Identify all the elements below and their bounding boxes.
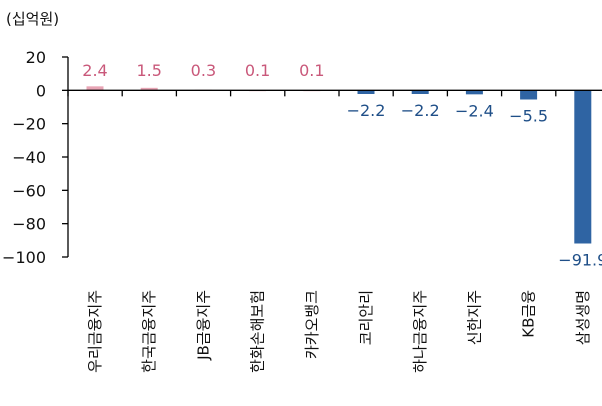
y-axis: 20 0 −20 −40 −60 −80 −100 bbox=[2, 48, 69, 267]
category-label: 우리금융지주 bbox=[86, 290, 104, 373]
value-label: 0.3 bbox=[191, 61, 216, 80]
value-label: 1.5 bbox=[136, 61, 161, 80]
bar bbox=[411, 90, 429, 94]
category-label: 한국금융지주 bbox=[140, 290, 158, 373]
value-label: 2.4 bbox=[82, 61, 107, 80]
value-label: −5.5 bbox=[509, 107, 548, 126]
category-label: 신한지주 bbox=[465, 290, 483, 345]
unit-label: (십억원) bbox=[6, 10, 60, 28]
value-labels: 2.4 1.5 0.3 0.1 0.1 −2.2 −2.2 −2.4 −5.5 −91.9 bbox=[82, 61, 602, 270]
value-label: 0.1 bbox=[299, 61, 324, 80]
value-label: −91.9 bbox=[558, 251, 602, 270]
category-label: 카카오뱅크 bbox=[303, 290, 321, 359]
category-label: 하나금융지주 bbox=[411, 290, 429, 373]
category-label: KB금융 bbox=[520, 290, 538, 338]
y-tick-label: 0 bbox=[36, 81, 46, 100]
value-label: −2.4 bbox=[455, 101, 494, 120]
y-tick-label: −100 bbox=[2, 248, 46, 267]
value-label: 0.1 bbox=[245, 61, 270, 80]
category-label: 한화손해보험 bbox=[249, 290, 267, 373]
bar bbox=[140, 87, 158, 91]
y-tick-label: −60 bbox=[12, 181, 46, 200]
category-label: 코리안리 bbox=[357, 290, 375, 345]
y-tick-label: −20 bbox=[12, 115, 46, 134]
category-label: JB금융지주 bbox=[194, 290, 212, 361]
y-tick-label: −80 bbox=[12, 215, 46, 234]
value-label: −2.2 bbox=[401, 101, 440, 120]
bar bbox=[574, 90, 592, 244]
category-label: 삼성생명 bbox=[574, 290, 592, 345]
bar bbox=[357, 90, 375, 94]
y-tick-label: 20 bbox=[26, 48, 46, 67]
bar bbox=[520, 90, 538, 100]
bar bbox=[86, 86, 104, 91]
y-tick-label: −40 bbox=[12, 148, 46, 167]
category-labels: 우리금융지주 한국금융지주 JB금융지주 한화손해보험 카카오뱅크 코리안리 하나금융지주 신… bbox=[86, 290, 592, 373]
x-axis bbox=[67, 89, 602, 97]
bar bbox=[465, 90, 483, 95]
value-label: −2.2 bbox=[347, 101, 386, 120]
